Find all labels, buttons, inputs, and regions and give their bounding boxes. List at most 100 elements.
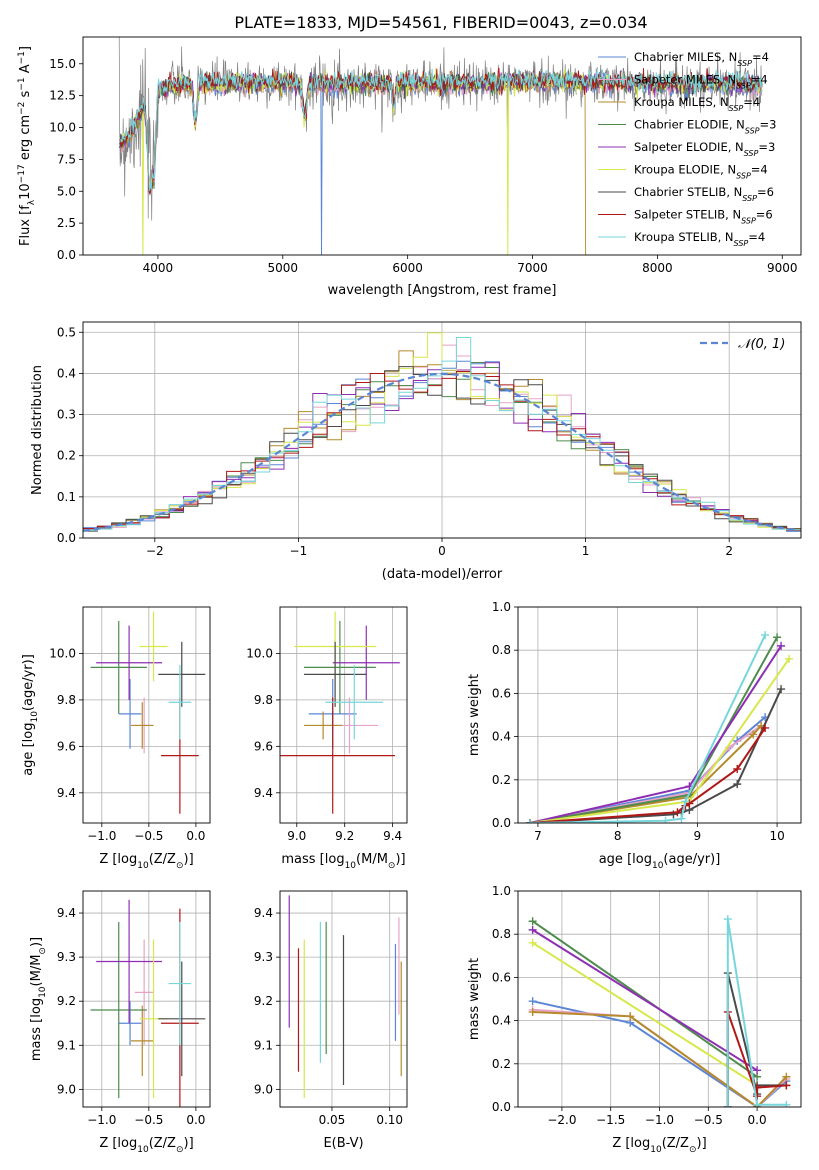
axes-frame <box>279 606 408 824</box>
x-axis-label: mass [log10(M/M⊙)] <box>281 852 405 871</box>
point-marker <box>325 665 384 740</box>
legend-label-sub: SSP <box>736 171 751 180</box>
legend-label-suffix: =6 <box>756 208 773 222</box>
weight-line <box>529 634 767 823</box>
frame: 0.05 0.10 9.0 9.1 9.2 9.3 9.4 <box>254 906 403 1127</box>
x-tick-label: 9000 <box>767 261 798 275</box>
y-tick-label: 12.5 <box>49 89 76 103</box>
label-part: E(B-V) <box>323 1136 363 1151</box>
plot-area <box>280 611 400 814</box>
label-part: 10 <box>137 1145 149 1155</box>
legend-label-suffix: =4 <box>743 95 760 109</box>
age_vs_z-axes: −1.0 −0.5 0.09.49.69.810.0Z [log10(Z/Z⊙)]a… <box>21 606 211 871</box>
y-tick-label: 0.6 <box>492 686 511 700</box>
weight-point <box>753 1100 762 1107</box>
x-tick-label: 0.0 <box>186 829 205 843</box>
grid <box>280 607 407 823</box>
x-tick-label: −1 <box>290 544 308 558</box>
weight-line <box>529 688 783 823</box>
y-tick-label: 5.0 <box>57 184 76 198</box>
point-marker <box>90 921 147 1099</box>
axes-frame <box>82 321 802 539</box>
frame: 9.0 9.2 9.4 9.4 9.6 9.8 10.0 <box>246 646 402 843</box>
label-part: Flux [f <box>18 205 33 246</box>
legend-label: Salpeter ELODIE, NSSP=3 <box>634 140 775 158</box>
weight-point <box>785 654 794 663</box>
y-tick-label: 9.2 <box>254 994 273 1008</box>
legend-label: Chabrier MILES, NSSP=4 <box>634 50 769 68</box>
x-tick-label: 8000 <box>642 261 673 275</box>
label-part: ⊙ <box>689 1145 697 1155</box>
label-part: Z [log <box>99 852 137 867</box>
label-part: 10 <box>30 711 40 723</box>
x-tick-label: 7000 <box>517 261 548 275</box>
x-axis-label: (data-model)/error <box>382 567 503 582</box>
label-part: mass [log <box>29 998 44 1061</box>
label-part: −2 <box>17 102 27 115</box>
spectrum-model-line <box>120 68 763 192</box>
axes-frame <box>279 890 408 1108</box>
point-marker <box>303 641 367 707</box>
spectrum-legend: Chabrier MILES, NSSP=4 Salpeter MILES, N S… <box>598 50 776 248</box>
plot-area <box>90 899 206 1107</box>
axes-frame <box>82 36 802 256</box>
y-tick-label: 9.8 <box>57 693 76 707</box>
x-tick-label: 5000 <box>268 261 299 275</box>
point-marker <box>158 641 206 707</box>
label-part: (data-model)/error <box>382 567 503 582</box>
x-tick-label: −1.0 <box>87 829 116 843</box>
y-tick-label: 0.4 <box>492 1014 511 1028</box>
label-part: λ <box>27 199 37 205</box>
label-part: 10 <box>650 1145 662 1155</box>
label-part: 10 <box>345 861 357 871</box>
x-tick-label: 9.4 <box>383 829 402 843</box>
legend-label: 𝒩(0, 1) <box>738 337 785 352</box>
y-tick-label: 0.8 <box>492 927 511 941</box>
x-tick-label: 9 <box>694 829 702 843</box>
weight-point <box>777 641 786 650</box>
y-tick-label: 9.2 <box>57 994 76 1008</box>
weight-point <box>528 1007 537 1016</box>
frame: −2 −1 0 1 2 0.0 0.1 0.2 0.3 0.4 0.5 <box>57 325 733 558</box>
y-tick-label: 1.0 <box>492 600 511 614</box>
y-tick-label: 10.0 <box>246 646 273 660</box>
y-tick-label: 0.6 <box>492 970 511 984</box>
legend-label: Chabrier ELODIE, NSSP=3 <box>634 118 776 136</box>
x-tick-label: 9.0 <box>287 829 306 843</box>
x-axis-label: E(B-V) <box>323 1136 363 1151</box>
weight-point <box>733 780 742 789</box>
label-part: 10 <box>652 861 664 871</box>
label-part: ⊙ <box>176 861 184 871</box>
y-tick-label: 1.0 <box>492 884 511 898</box>
y-tick-label: 9.6 <box>57 739 76 753</box>
frame: 7 8 9 10 0.0 0.2 0.4 0.6 0.8 1.0 <box>492 600 785 843</box>
legend-label-main: Salpeter MILES, N <box>634 73 736 87</box>
plot-area <box>528 915 791 1107</box>
weight-line <box>529 727 766 823</box>
label-part: )] <box>184 1136 194 1151</box>
label-part: −1 <box>17 51 27 64</box>
legend-label-sub: SSP <box>745 126 760 135</box>
legend-label-main: Kroupa STELIB, N <box>634 230 734 244</box>
weight-point <box>626 1012 635 1021</box>
x-tick-label: 6000 <box>392 261 423 275</box>
label-part: (Z/Z <box>149 852 176 867</box>
legend-label-suffix: =4 <box>752 50 769 64</box>
y-tick-label: 9.4 <box>57 906 76 920</box>
weight-point <box>528 997 537 1006</box>
x-axis-label: Z [log10(Z/Z⊙)] <box>99 852 193 871</box>
label-part: )] <box>395 852 405 867</box>
label-part: Z [log <box>612 1136 650 1151</box>
legend-label-suffix: =4 <box>751 163 768 177</box>
label-part: (age/yr)] <box>21 654 36 711</box>
y-axis-label: Normed distribution <box>30 365 45 495</box>
label-part: A <box>18 64 33 77</box>
x-tick-label: 0.10 <box>376 1113 403 1127</box>
y-tick-label: 9.0 <box>57 1082 76 1096</box>
legend-label-main: Salpeter STELIB, N <box>634 208 741 222</box>
x-tick-label: 9.2 <box>335 829 354 843</box>
x-tick-label: −0.5 <box>134 1113 163 1127</box>
mass_vs_ebv-axes: 0.05 0.10 9.0 9.1 9.2 9.3 9.4 E(B-V) <box>254 890 408 1151</box>
weight-point <box>677 814 686 823</box>
